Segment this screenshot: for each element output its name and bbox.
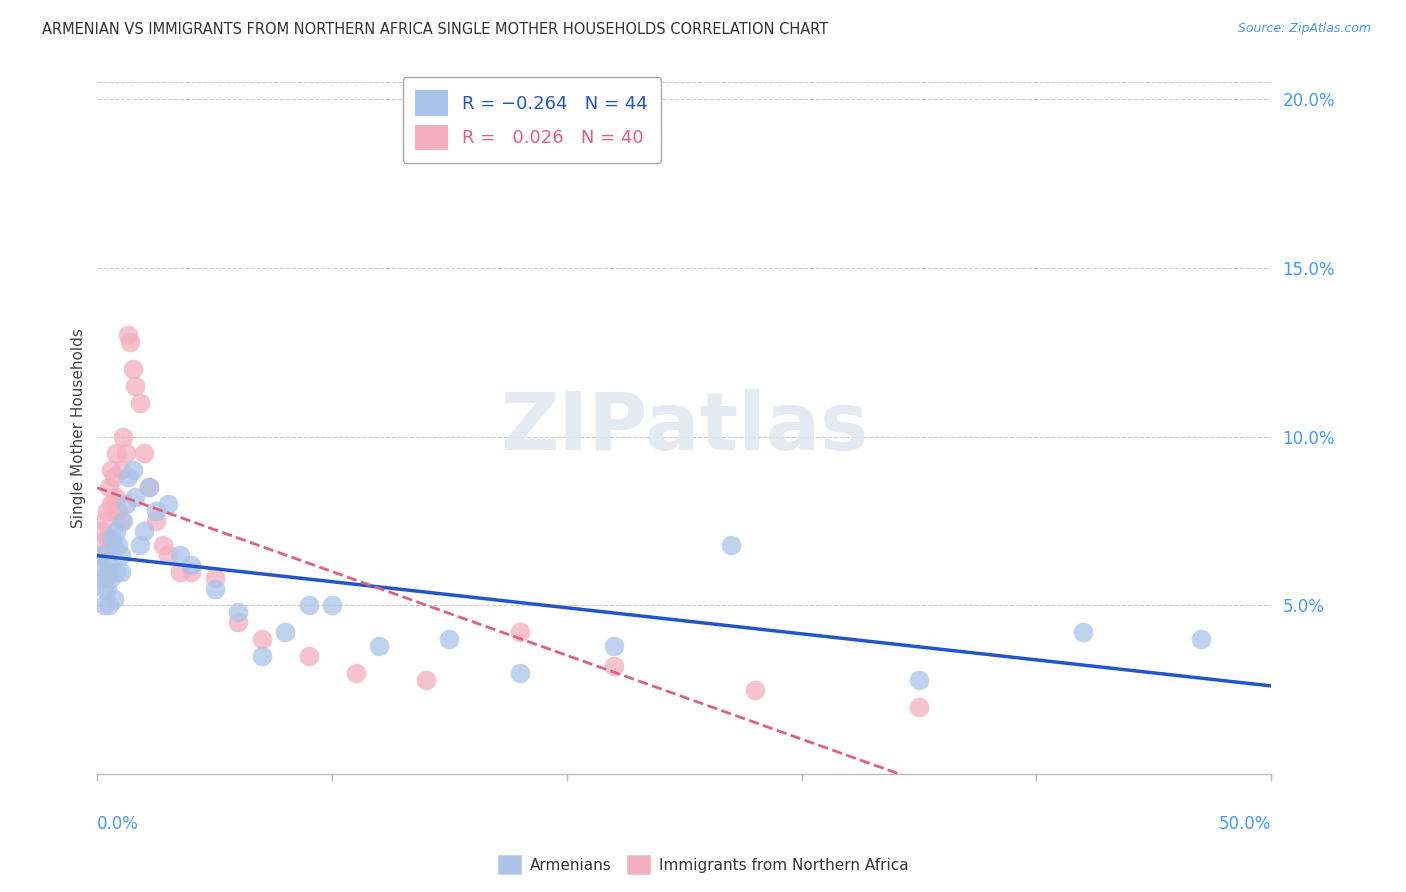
Point	[169, 565, 191, 579]
Point	[274, 625, 297, 640]
Point	[96, 504, 118, 518]
Point	[93, 582, 115, 596]
Point	[114, 446, 136, 460]
Point	[120, 335, 142, 350]
Text: 50.0%: 50.0%	[1219, 814, 1271, 833]
Point	[89, 548, 111, 562]
Point	[91, 565, 114, 579]
Point	[720, 538, 742, 552]
Point	[96, 555, 118, 569]
Text: ZIPatlas: ZIPatlas	[501, 389, 869, 467]
Point	[156, 497, 179, 511]
Point	[107, 504, 129, 518]
Point	[96, 531, 118, 545]
Point	[145, 504, 167, 518]
Point	[744, 682, 766, 697]
Point	[98, 480, 121, 494]
Point	[100, 571, 122, 585]
Point	[114, 497, 136, 511]
Point	[134, 446, 156, 460]
Point	[110, 548, 132, 562]
Point	[105, 446, 128, 460]
Point	[908, 673, 931, 687]
Point	[93, 548, 115, 562]
Point	[603, 659, 626, 673]
Point	[110, 463, 132, 477]
Point	[439, 632, 461, 647]
Point	[91, 571, 114, 585]
Point	[98, 565, 121, 579]
Point	[91, 524, 114, 538]
Point	[100, 463, 122, 477]
Point	[226, 615, 249, 630]
Point	[1189, 632, 1212, 647]
Point	[145, 514, 167, 528]
Point	[1073, 625, 1095, 640]
Point	[509, 625, 531, 640]
Point	[250, 632, 273, 647]
Point	[204, 582, 226, 596]
Point	[107, 538, 129, 552]
Point	[103, 591, 125, 606]
Point	[105, 565, 128, 579]
Point	[250, 648, 273, 663]
Text: Source: ZipAtlas.com: Source: ZipAtlas.com	[1237, 22, 1371, 36]
Point	[112, 514, 135, 528]
Point	[603, 639, 626, 653]
Point	[138, 480, 160, 494]
Point	[152, 538, 174, 552]
Point	[110, 565, 132, 579]
Point	[96, 582, 118, 596]
Point	[100, 531, 122, 545]
Point	[226, 605, 249, 619]
Point	[124, 379, 146, 393]
Point	[134, 524, 156, 538]
Point	[415, 673, 437, 687]
Point	[121, 463, 143, 477]
Point	[124, 491, 146, 505]
Point	[368, 639, 391, 653]
Point	[156, 548, 179, 562]
Point	[321, 599, 343, 613]
Point	[128, 538, 150, 552]
Point	[98, 599, 121, 613]
Legend: R = −0.264   N = 44, R =   0.026   N = 40: R = −0.264 N = 44, R = 0.026 N = 40	[402, 78, 661, 162]
Point	[93, 514, 115, 528]
Text: ARMENIAN VS IMMIGRANTS FROM NORTHERN AFRICA SINGLE MOTHER HOUSEHOLDS CORRELATION: ARMENIAN VS IMMIGRANTS FROM NORTHERN AFR…	[42, 22, 828, 37]
Point	[100, 497, 122, 511]
Point	[298, 648, 321, 663]
Point	[180, 558, 202, 572]
Point	[89, 538, 111, 552]
Point	[138, 480, 160, 494]
Point	[128, 396, 150, 410]
Legend: Armenians, Immigrants from Northern Africa: Armenians, Immigrants from Northern Afri…	[492, 849, 914, 880]
Point	[112, 429, 135, 443]
Point	[121, 362, 143, 376]
Point	[344, 665, 367, 680]
Point	[908, 699, 931, 714]
Point	[105, 491, 128, 505]
Point	[105, 524, 128, 538]
Point	[117, 328, 139, 343]
Point	[103, 470, 125, 484]
Point	[204, 571, 226, 585]
Y-axis label: Single Mother Households: Single Mother Households	[72, 328, 86, 528]
Text: 0.0%: 0.0%	[97, 814, 139, 833]
Point	[93, 599, 115, 613]
Point	[110, 514, 132, 528]
Point	[180, 565, 202, 579]
Point	[103, 538, 125, 552]
Point	[509, 665, 531, 680]
Point	[117, 470, 139, 484]
Point	[169, 548, 191, 562]
Point	[98, 565, 121, 579]
Point	[298, 599, 321, 613]
